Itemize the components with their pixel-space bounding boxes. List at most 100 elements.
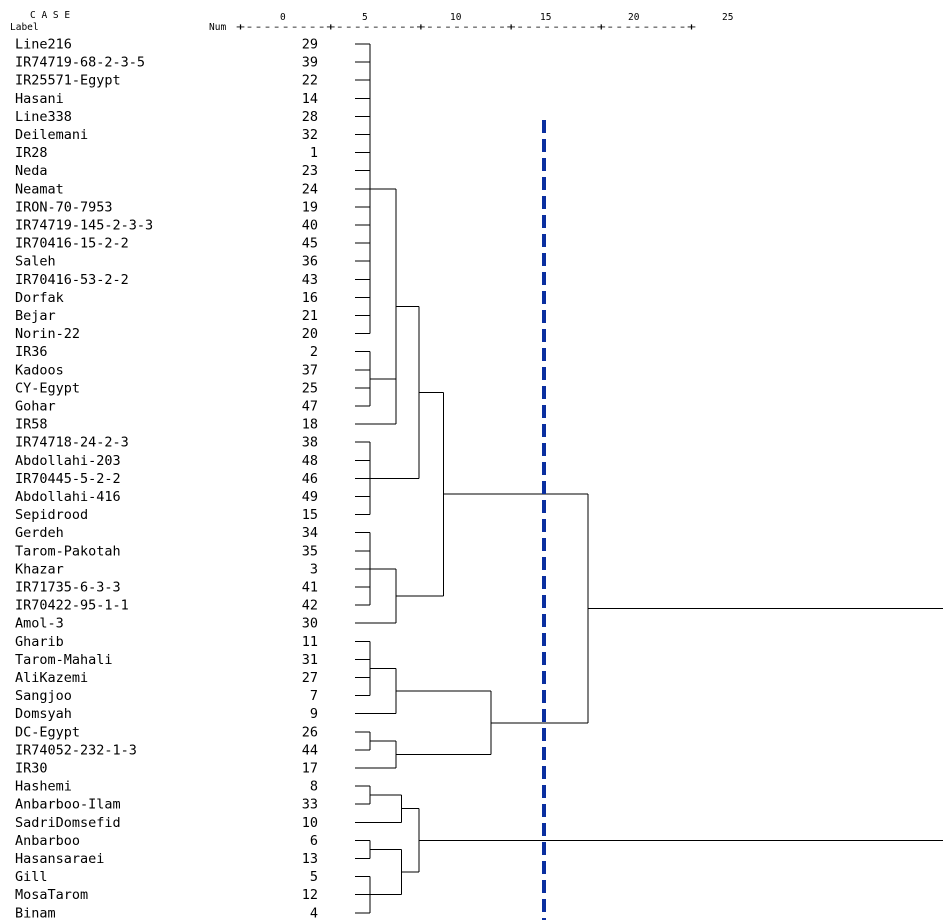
case-number: 42 — [302, 598, 318, 614]
case-label: IR74052-232-1-3 — [15, 742, 137, 758]
case-number: 14 — [302, 91, 318, 107]
case-label: Domsyah — [15, 706, 72, 722]
case-label: Hasani — [15, 91, 64, 107]
case-label: MosaTarom — [15, 887, 88, 903]
case-label: Gerdeh — [15, 525, 64, 541]
case-number: 20 — [302, 326, 318, 342]
case-number: 9 — [310, 706, 318, 722]
case-label: Khazar — [15, 561, 64, 577]
case-number: 48 — [302, 453, 318, 469]
case-number: 44 — [302, 742, 318, 758]
case-number: 7 — [310, 688, 318, 704]
case-number: 39 — [302, 55, 318, 71]
case-label: IRON-70-7953 — [15, 199, 113, 215]
case-number: 38 — [302, 435, 318, 451]
case-number: 23 — [302, 163, 318, 179]
case-label: Line338 — [15, 109, 72, 125]
case-label: Gharib — [15, 634, 64, 650]
case-label: Deilemani — [15, 127, 88, 143]
case-label: Line216 — [15, 37, 72, 53]
case-label: IR71735-6-3-3 — [15, 580, 121, 596]
scale-tick-label: 15 — [540, 12, 551, 23]
header-scale-dashes: +---------+---------+---------+---------… — [236, 22, 696, 33]
case-label: Dorfak — [15, 290, 64, 306]
case-number: 28 — [302, 109, 318, 125]
case-label: IR70422-95-1-1 — [15, 598, 129, 614]
case-number: 29 — [302, 37, 318, 53]
case-labels: Line216 IR74719-68-2-3-5 IR25571-Egypt Hasa… — [15, 37, 153, 920]
case-number: 15 — [302, 507, 318, 523]
case-label: Gill — [15, 869, 48, 885]
case-number: 22 — [302, 73, 318, 89]
case-number: 3 — [310, 561, 318, 577]
case-label: CY-Egypt — [15, 380, 80, 396]
scale-tick-label: 20 — [628, 12, 640, 23]
case-label: Neamat — [15, 181, 64, 197]
case-number: 10 — [302, 815, 318, 831]
case-label: Tarom-Mahali — [15, 652, 113, 668]
case-label: Tarom-Pakotah — [15, 543, 121, 559]
case-label: Saleh — [15, 254, 56, 270]
case-number: 4 — [310, 905, 318, 920]
case-number: 46 — [302, 471, 318, 487]
case-number: 43 — [302, 272, 318, 288]
case-number: 33 — [302, 797, 318, 813]
case-label: Anbarboo — [15, 833, 80, 849]
case-number: 18 — [302, 417, 318, 433]
case-label: Gohar — [15, 399, 56, 415]
case-label: Binam — [15, 905, 56, 920]
case-number: 21 — [302, 308, 318, 324]
case-label: SadriDomsefid — [15, 815, 121, 831]
header-label: Label — [10, 22, 39, 33]
case-number: 6 — [310, 833, 318, 849]
case-label: IR74719-145-2-3-3 — [15, 218, 153, 234]
case-number: 19 — [302, 199, 318, 215]
case-number: 25 — [302, 380, 318, 396]
case-label: Norin-22 — [15, 326, 80, 342]
scale-tick-label: 5 — [362, 12, 368, 23]
case-number: 16 — [302, 290, 318, 306]
case-label: Abdollahi-203 — [15, 453, 121, 469]
case-number: 17 — [302, 761, 318, 777]
case-label: Neda — [15, 163, 48, 179]
case-label: Amol-3 — [15, 616, 64, 632]
case-number: 31 — [302, 652, 318, 668]
scale-tick-label: 0 — [280, 12, 286, 23]
case-number: 36 — [302, 254, 318, 270]
case-number: 5 — [310, 869, 318, 885]
case-label: IR28 — [15, 145, 48, 161]
case-number: 2 — [310, 344, 318, 360]
case-number: 32 — [302, 127, 318, 143]
case-label: Abdollahi-416 — [15, 489, 121, 505]
scale-tick-label: 25 — [722, 12, 733, 23]
case-label: IR58 — [15, 417, 48, 433]
case-label: Hashemi — [15, 779, 72, 795]
case-label: IR25571-Egypt — [15, 73, 121, 89]
case-label: IR30 — [15, 761, 48, 777]
header-num: Num — [209, 22, 226, 33]
case-label: IR74718-24-2-3 — [15, 435, 129, 451]
scale-ticks: 0 5 10 15 20 25 — [280, 12, 733, 23]
case-numbers: 2939221428321232419404536431621202372547… — [302, 37, 318, 920]
case-label: IR36 — [15, 344, 48, 360]
case-number: 24 — [302, 181, 318, 197]
case-label: Anbarboo-Ilam — [15, 797, 121, 813]
case-number: 27 — [302, 670, 318, 686]
case-label: Sepidrood — [15, 507, 88, 523]
case-label: IR74719-68-2-3-5 — [15, 55, 145, 71]
case-number: 45 — [302, 236, 318, 252]
case-number: 47 — [302, 399, 318, 415]
case-label: IR70416-53-2-2 — [15, 272, 129, 288]
case-number: 1 — [310, 145, 318, 161]
case-label: AliKazemi — [15, 670, 88, 686]
case-number: 37 — [302, 362, 318, 378]
case-label: Sangjoo — [15, 688, 72, 704]
case-number: 41 — [302, 580, 318, 596]
case-number: 26 — [302, 724, 318, 740]
case-number: 40 — [302, 218, 318, 234]
header-case: C A S E — [30, 10, 70, 21]
case-number: 8 — [310, 779, 318, 795]
case-number: 30 — [302, 616, 318, 632]
case-number: 11 — [302, 634, 318, 650]
